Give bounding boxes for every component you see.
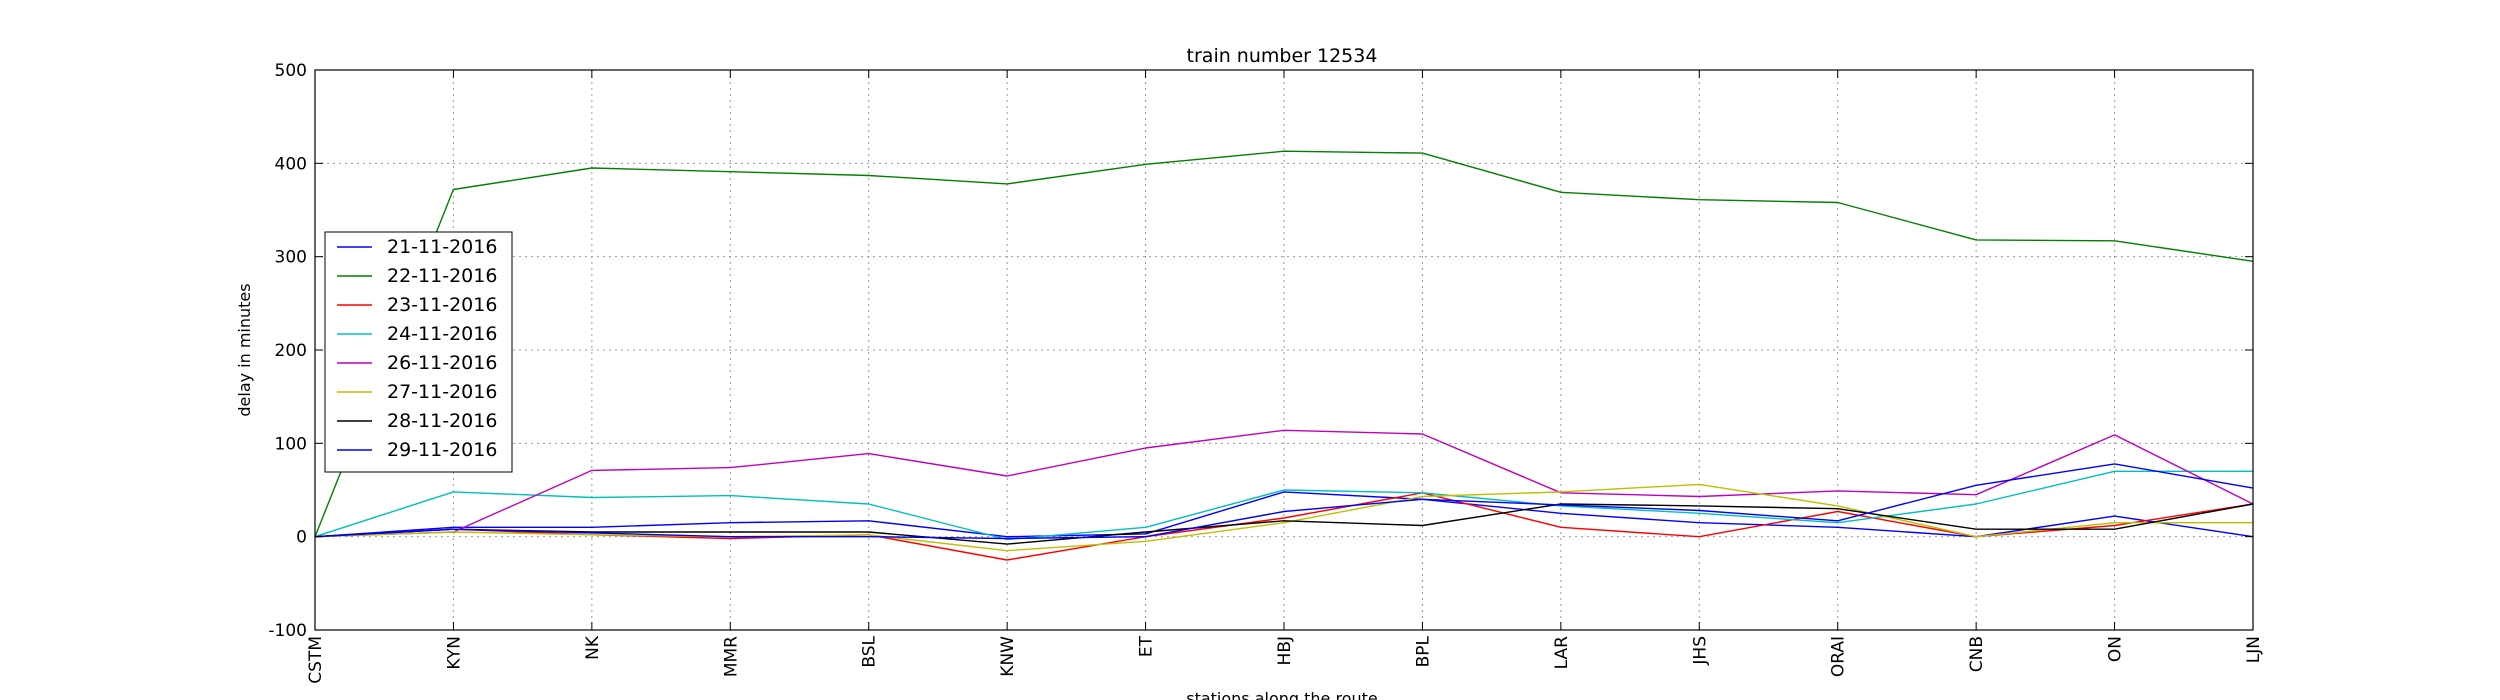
series-line: [314, 491, 2254, 538]
y-tick-label: 500: [275, 61, 307, 81]
chart-title: train number 12534: [1187, 45, 1378, 67]
x-tick-label: KYN: [444, 636, 464, 670]
y-axis-ticks: -100 0 100 200 300 400 500: [268, 61, 2253, 641]
series-line: [314, 429, 2254, 538]
x-tick-label: JHS: [1690, 636, 1710, 666]
x-tick-label: ORAI: [1829, 636, 1849, 677]
x-axis-ticks: CSTM KYN NK MMR BSL KNW ET HBJ BPL LAR JHS ORAI CNB O…: [306, 70, 2264, 684]
series-line: [314, 503, 2254, 545]
y-tick-label: 400: [275, 154, 307, 174]
series-line: [314, 463, 2254, 540]
legend-box: [324, 231, 513, 473]
legend: 21-11-2016 22-11-2016 23-11-2016 24-11-2016…: [324, 231, 513, 473]
x-tick-label: ON: [2106, 636, 2126, 662]
legend-label: 24-11-2016: [387, 323, 497, 345]
legend-items: 21-11-2016 22-11-2016 23-11-2016 24-11-2016…: [337, 236, 497, 461]
legend-label: 22-11-2016: [387, 265, 497, 287]
x-axis-label: stations along the route: [1186, 689, 1378, 700]
legend-label: 21-11-2016: [387, 236, 497, 258]
y-tick-label: -100: [268, 621, 307, 641]
x-tick-label: MMR: [721, 636, 741, 677]
x-tick-label: ET: [1137, 635, 1157, 657]
y-tick-label: 100: [275, 434, 307, 454]
x-tick-label: LJN: [2244, 636, 2264, 663]
y-axis-label: delay in minutes: [235, 283, 254, 416]
series-line: [314, 470, 2253, 541]
series-line: [314, 150, 2254, 537]
x-tick-label: BPL: [1413, 635, 1433, 667]
legend-label: 28-11-2016: [387, 410, 497, 432]
y-tick-label: 0: [296, 528, 307, 548]
x-tick-label: HBJ: [1275, 636, 1295, 665]
series-line: [314, 483, 2253, 552]
x-tick-label: KNW: [998, 636, 1018, 677]
y-tick-label: 300: [275, 248, 307, 268]
legend-label: 23-11-2016: [387, 294, 497, 316]
legend-label: 26-11-2016: [387, 352, 497, 374]
x-tick-label: BSL: [860, 635, 880, 667]
x-tick-label: CNB: [1967, 636, 1987, 672]
legend-label: 29-11-2016: [387, 439, 497, 461]
x-tick-label: CSTM: [306, 636, 326, 684]
y-tick-label: 200: [275, 341, 307, 361]
series-lines: [314, 150, 2254, 561]
legend-label: 27-11-2016: [387, 381, 497, 403]
x-tick-label: LAR: [1552, 636, 1572, 669]
x-tick-label: NK: [583, 635, 603, 660]
